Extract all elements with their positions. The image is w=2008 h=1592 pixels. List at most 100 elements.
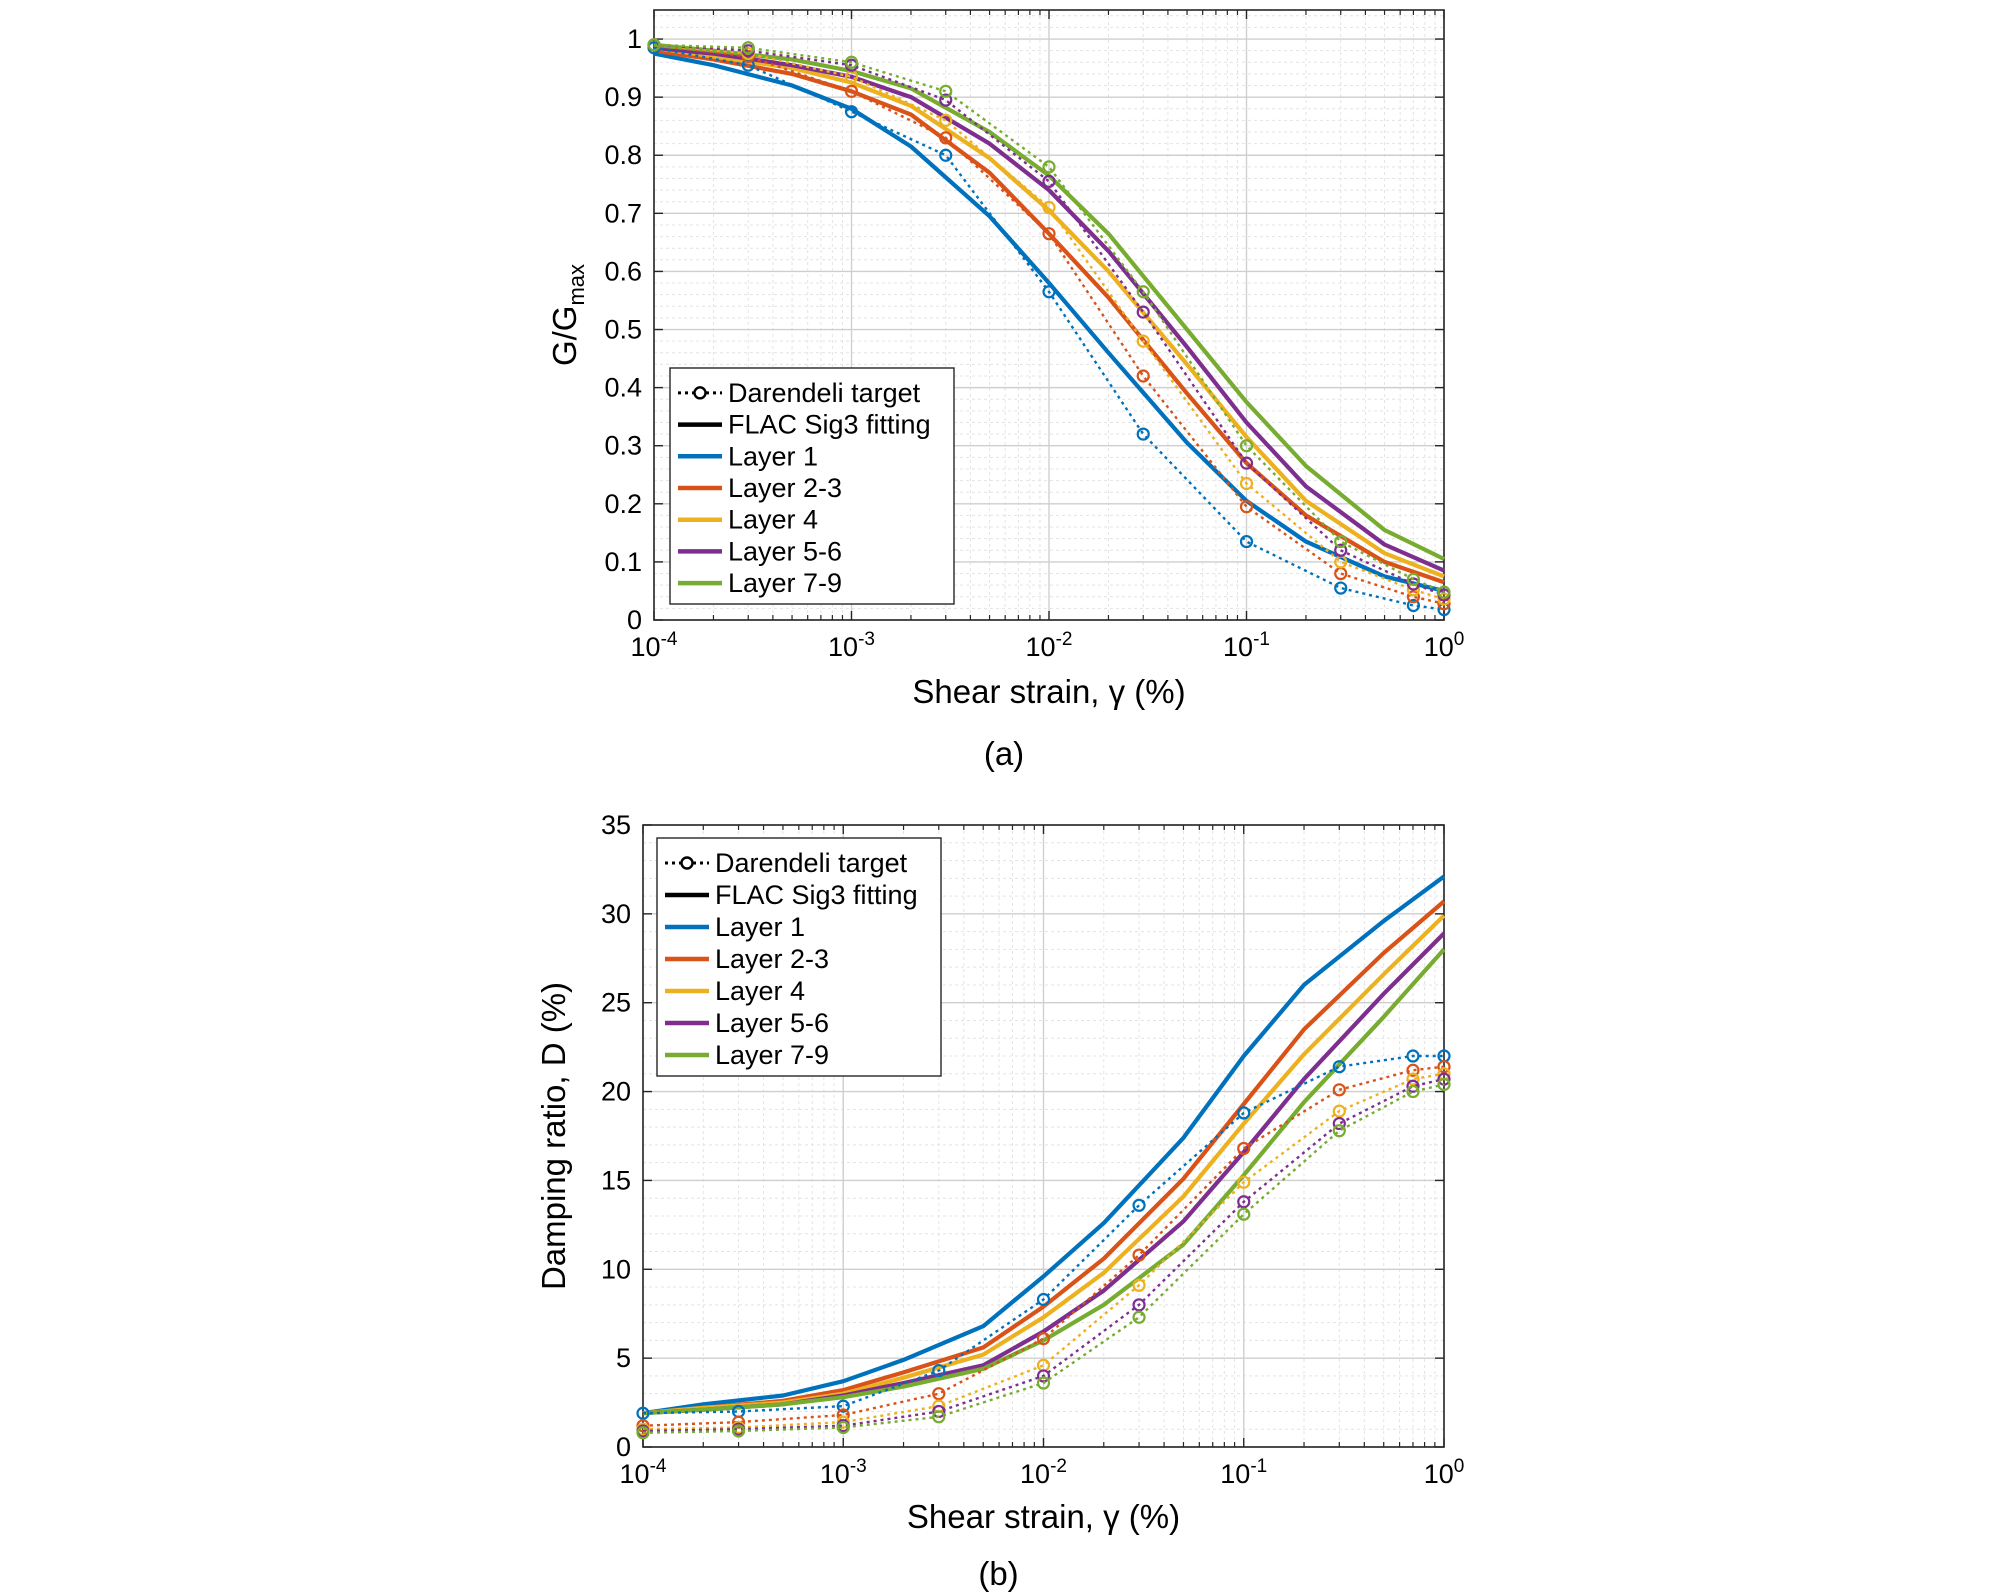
target-point-layer-1 — [1239, 534, 1254, 549]
series-group — [636, 874, 1451, 1440]
target-point-layer-5-6 — [1132, 1298, 1146, 1312]
target-point-layer-1 — [844, 105, 859, 119]
legend-label-flac-sig3-fitting: FLAC Sig3 fitting — [728, 410, 931, 440]
target-point-layer-4 — [1406, 1072, 1420, 1086]
x-tick-label: 10-1 — [1223, 629, 1270, 662]
x-tick-label: 10-1 — [1220, 1456, 1267, 1489]
target-point-layer-7-9 — [741, 41, 755, 55]
target-point-layer-2-3 — [1036, 1331, 1051, 1346]
target-point-layer-7-9 — [1437, 585, 1451, 599]
target-point-layer-7-9 — [1406, 572, 1421, 586]
target-line-layer-1 — [653, 46, 1445, 611]
target-point-layer-5-6 — [1042, 174, 1056, 188]
y-tick-label: 0.2 — [604, 489, 642, 519]
target-point-layer-5-6 — [939, 93, 953, 107]
legend-label-layer-4: Layer 4 — [715, 976, 805, 1006]
legend-label-layer-5-6: Layer 5-6 — [728, 536, 842, 566]
target-point-layer-1 — [939, 148, 953, 162]
target-point-layer-1 — [1136, 427, 1150, 441]
target-point-layer-7-9 — [1036, 1376, 1051, 1390]
y-axis-label: Damping ratio, D (%) — [535, 982, 572, 1290]
chart-caption: (a) — [984, 735, 1024, 772]
legend-label-layer-2-3: Layer 2-3 — [728, 473, 842, 503]
chart-b-damping-ratio: 0 5 10 15 20 25 30 35 10-4 10-3 10-2 10-1 100 Shear s… — [535, 810, 1464, 1592]
x-tick-label: 10-3 — [820, 1456, 867, 1489]
y-axis-label: G/Gmax — [546, 264, 589, 366]
target-point-layer-4 — [1239, 476, 1254, 491]
fit-line-layer-4 — [653, 45, 1445, 579]
legend-label-layer-7-9: Layer 7-9 — [728, 568, 842, 598]
target-point-layer-2-3 — [1437, 1060, 1451, 1074]
target-point-layer-7-9 — [932, 1410, 946, 1424]
x-tick-label: 10-3 — [828, 629, 875, 662]
target-point-layer-2-3 — [1042, 227, 1056, 241]
legend-label-darendeli-target: Darendeli target — [728, 378, 921, 408]
target-line-layer-1 — [642, 1054, 1444, 1415]
target-line-layer-2-3 — [653, 43, 1445, 605]
target-point-layer-4 — [939, 113, 953, 127]
target-point-layer-2-3 — [939, 131, 953, 145]
target-point-layer-7-9 — [731, 1424, 746, 1438]
fit-line-layer-7-9 — [642, 948, 1446, 1416]
target-line-layer-5-6 — [653, 43, 1445, 597]
y-tick-label: 0.7 — [604, 198, 642, 228]
fit-line-layer-1 — [642, 874, 1446, 1416]
legend-marker-darendeli-target — [680, 856, 694, 870]
x-axis-label: Shear strain, γ (%) — [907, 1498, 1180, 1535]
y-tick-label: 25 — [601, 988, 631, 1018]
target-point-layer-1 — [1332, 1060, 1346, 1074]
target-point-layer-5-6 — [1334, 543, 1348, 557]
target-point-layer-1 — [636, 1406, 650, 1420]
target-point-layer-7-9 — [1042, 160, 1056, 174]
target-line-layer-2-3 — [642, 1065, 1445, 1427]
target-point-layer-1 — [1042, 285, 1056, 299]
target-point-layer-2-3 — [1406, 590, 1421, 604]
target-point-layer-2-3 — [932, 1387, 946, 1401]
target-point-layer-2-3 — [731, 1415, 746, 1429]
x-tick-label: 10-2 — [1026, 629, 1073, 662]
target-point-layer-5-6 — [1406, 1079, 1420, 1093]
target-point-layer-7-9 — [1132, 1310, 1146, 1324]
target-point-layer-7-9 — [1136, 285, 1150, 299]
target-point-layer-1 — [1237, 1106, 1251, 1120]
target-point-layer-7-9 — [1237, 1207, 1251, 1221]
target-point-layer-5-6 — [1237, 1195, 1251, 1209]
target-point-layer-2-3 — [1237, 1141, 1251, 1156]
target-point-layer-7-9 — [939, 84, 953, 98]
y-tick-label: 0.9 — [604, 82, 642, 112]
target-point-layer-7-9 — [1239, 439, 1254, 453]
target-point-layer-4 — [1437, 592, 1451, 606]
target-point-layer-1 — [1132, 1198, 1146, 1212]
target-point-layer-5-6 — [1332, 1116, 1346, 1131]
target-point-layer-7-9 — [1437, 1077, 1451, 1092]
y-tick-label: 10 — [601, 1254, 631, 1284]
y-tick-label: 0.3 — [604, 431, 642, 461]
target-point-layer-1 — [836, 1399, 850, 1413]
series-group — [647, 38, 1451, 617]
legend-label-layer-4: Layer 4 — [728, 505, 818, 535]
x-tick-label: 100 — [1424, 1456, 1465, 1489]
legend-label-layer-2-3: Layer 2-3 — [715, 944, 829, 974]
target-point-layer-5-6 — [1036, 1369, 1051, 1383]
legend-label-layer-1: Layer 1 — [728, 441, 818, 471]
target-point-layer-2-3 — [1132, 1248, 1146, 1262]
target-point-layer-2-3 — [1332, 1083, 1346, 1097]
y-tick-label: 0 — [616, 1432, 631, 1462]
target-point-layer-7-9 — [844, 55, 859, 69]
target-point-layer-5-6 — [1239, 456, 1254, 470]
y-tick-label: 0.8 — [604, 140, 642, 170]
target-point-layer-1 — [1334, 581, 1348, 595]
legend-label-layer-5-6: Layer 5-6 — [715, 1008, 829, 1038]
y-tick-label: 0 — [627, 605, 642, 635]
y-tick-label: 30 — [601, 899, 631, 929]
y-tick-label: 0.1 — [604, 547, 642, 577]
target-line-layer-4 — [642, 1072, 1445, 1431]
target-point-layer-7-9 — [636, 1426, 650, 1440]
target-point-layer-4 — [1132, 1278, 1146, 1292]
target-point-layer-2-3 — [1239, 500, 1254, 514]
target-point-layer-4 — [1042, 200, 1056, 215]
target-point-layer-7-9 — [1332, 1124, 1346, 1138]
x-axis-label: Shear strain, γ (%) — [912, 673, 1185, 710]
